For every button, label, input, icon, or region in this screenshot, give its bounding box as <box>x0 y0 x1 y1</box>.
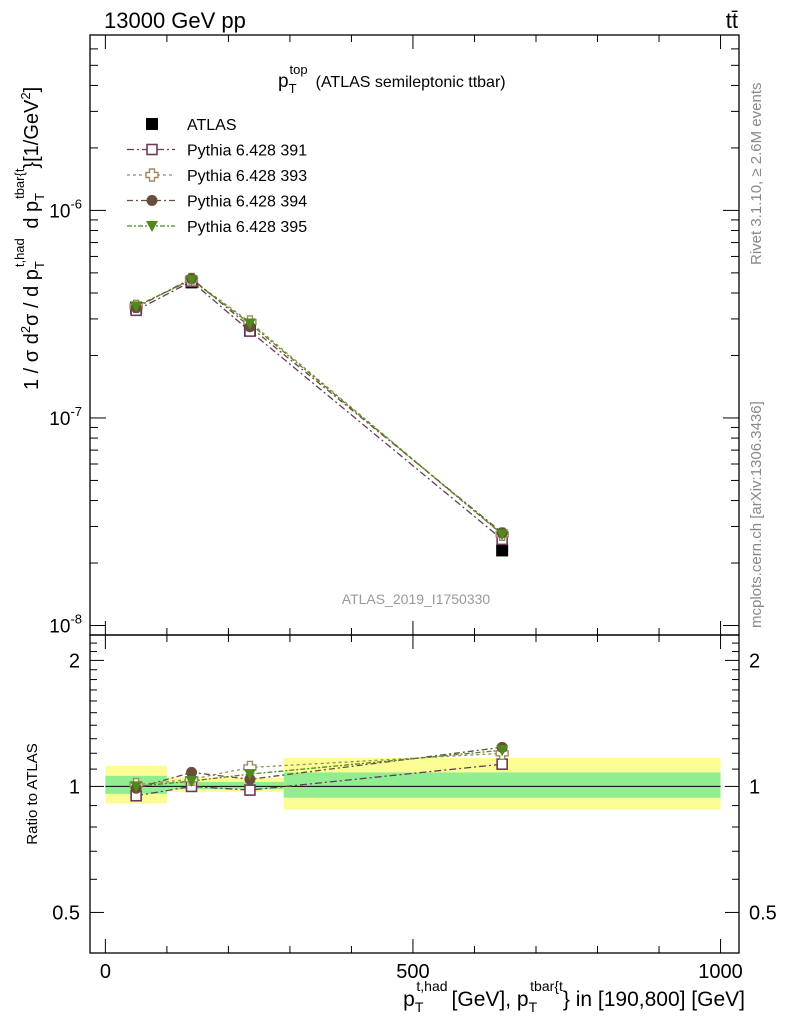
ratio-y-tick-label-right: 1 <box>749 776 760 798</box>
ratio-y-tick-label-right: 0.5 <box>749 902 777 924</box>
legend-label: Pythia 6.428 391 <box>187 143 307 160</box>
ratio-series-line <box>136 752 503 786</box>
ratio-frame <box>89 634 740 954</box>
ratio-data-point <box>496 745 509 757</box>
ratio-series-markers <box>129 741 509 802</box>
ratio-uncertainty-bands <box>105 757 721 810</box>
svg-text:1 / σ d2σ / d pTt,had d pTtbar: 1 / σ d2σ / d pTt,had d pTtbar{t}[1/GeV2… <box>12 87 47 390</box>
ratio-series-line <box>136 763 503 797</box>
rivet-label: Rivet 3.1.10, ≥ 2.6M events <box>748 83 765 266</box>
chart-title: pTtop(ATLAS semileptonic ttbar) <box>278 62 506 96</box>
x-axis-label: pTt,had[GeV], pTtbar{t} in [190,800] [Ge… <box>403 978 745 1015</box>
main-y-tick-label: 10-7 <box>49 404 82 430</box>
main-y-label: 1 / σ d2σ / d pTt,had d pTtbar{t}[1/GeV2… <box>12 87 47 390</box>
ratio-y-tick-label: 1 <box>69 776 80 798</box>
ratio-band-inner <box>166 781 284 790</box>
header-right: tt̄ <box>726 8 738 33</box>
ratio-y-axis: 0.5 0.5 1 1 2 2 <box>52 642 777 924</box>
main-y-axis: 10-8 10-7 10-6 <box>49 34 739 638</box>
ratio-y-tick-label: 2 <box>69 650 80 672</box>
main-panel: 10-8 10-7 10-6 pTtop(ATLAS semileptonic tt… <box>12 34 740 638</box>
ratio-data-point <box>244 784 256 796</box>
ratio-series-lines <box>135 746 503 797</box>
x-tick-label: 500 <box>396 961 429 983</box>
ratio-band-inner <box>283 772 721 798</box>
main-y-tick-label: 10-6 <box>49 196 82 222</box>
x-tick-label: 1000 <box>698 961 743 983</box>
ratio-panel: 0.5 0.5 1 1 2 2 0 500 1000 Ratio to ATLAS pTt,h… <box>24 634 777 1015</box>
ratio-data-point <box>496 758 508 771</box>
legend-marker <box>146 143 158 156</box>
legend-marker <box>146 118 158 130</box>
ratio-data-point <box>243 769 256 781</box>
main-data-point <box>496 544 509 557</box>
ratio-x-axis: 0 500 1000 <box>100 635 743 983</box>
main-data-point <box>243 318 256 330</box>
ratio-y-label: Ratio to ATLAS <box>24 743 41 844</box>
legend-label: ATLAS <box>187 117 237 134</box>
legend-label: Pythia 6.428 393 <box>187 168 307 185</box>
ratio-data-point <box>186 766 198 778</box>
main-series-line <box>135 279 503 535</box>
ratio-data-point <box>130 781 143 793</box>
main-data-point <box>130 301 143 313</box>
mcplots-label: mcplots.cern.ch [arXiv:1306.3436] <box>748 401 765 628</box>
ratio-series-line <box>136 749 503 788</box>
ratio-y-tick-label: 0.5 <box>52 902 80 924</box>
legend-marker <box>145 168 159 182</box>
main-series-line <box>135 280 503 540</box>
ratio-y-tick-label-right: 2 <box>749 650 760 672</box>
ratio-series-line <box>135 746 503 789</box>
main-series-line <box>135 278 503 535</box>
legend-label: Pythia 6.428 395 <box>187 219 307 236</box>
ratio-data-point <box>185 776 198 788</box>
analysis-watermark: ATLAS_2019_I1750330 <box>342 591 491 607</box>
main-data-point <box>185 275 198 287</box>
legend-marker <box>146 221 158 232</box>
main-y-tick-label: 10-8 <box>49 612 82 638</box>
main-series-lines <box>135 277 503 540</box>
header-left: 13000 GeV pp <box>104 8 246 33</box>
main-data-point <box>496 529 509 541</box>
main-x-axis-ticks <box>104 35 722 635</box>
legend-label: Pythia 6.428 394 <box>187 194 307 211</box>
legend-marker <box>146 195 158 206</box>
x-tick-label: 0 <box>100 961 111 983</box>
main-series-markers <box>129 272 509 557</box>
legend: ATLAS Pythia 6.428 391 Pythia 6.428 393 Pyt… <box>127 117 307 236</box>
